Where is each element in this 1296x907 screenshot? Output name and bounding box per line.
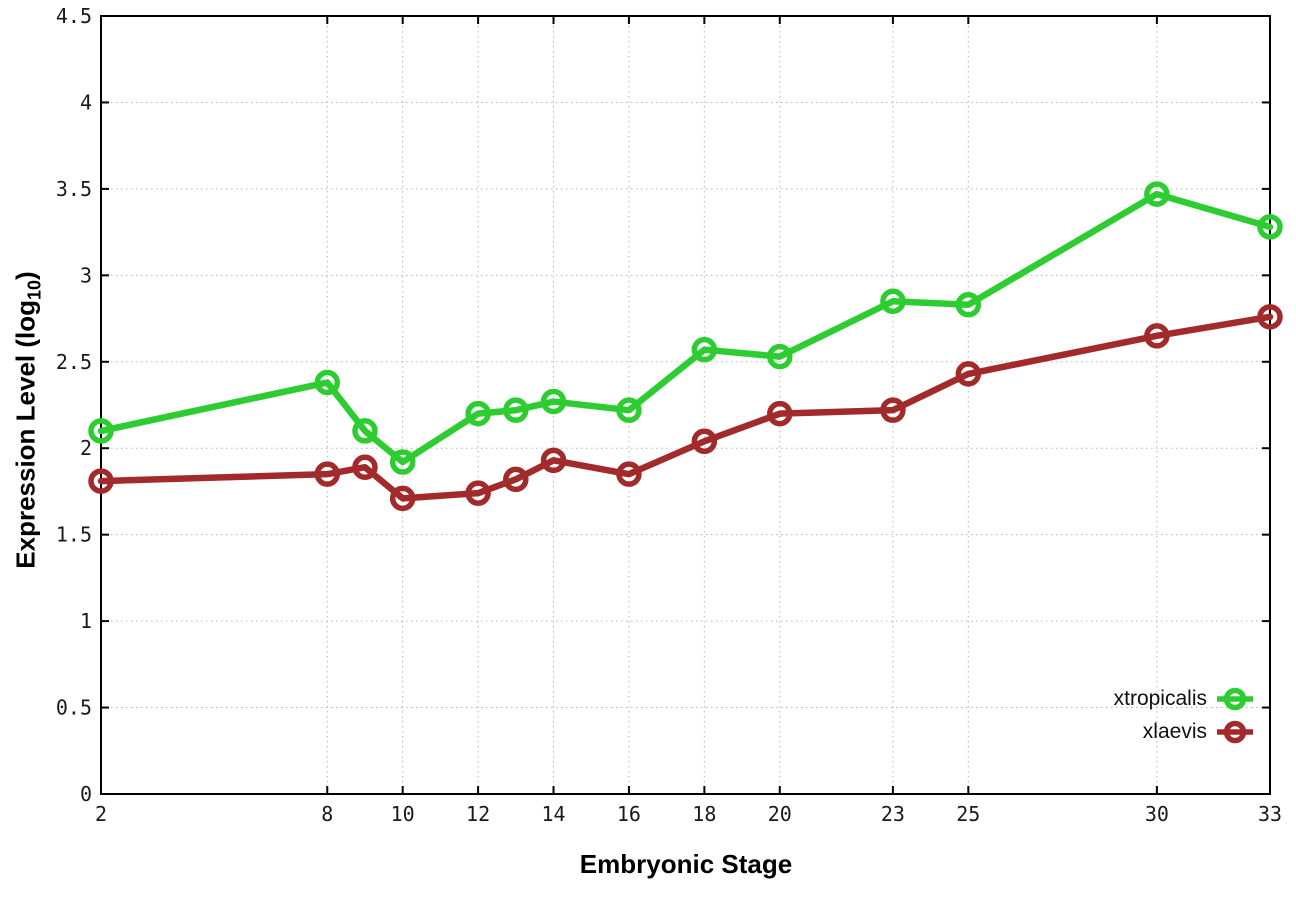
- data-point-marker: [1257, 214, 1283, 240]
- line-circle-marker-icon: [1217, 720, 1253, 744]
- legend-item-xlaevis: xlaevis: [1143, 719, 1254, 745]
- data-point-marker: [540, 447, 567, 474]
- data-point-marker: [691, 336, 718, 363]
- data-point-marker: [389, 485, 416, 512]
- data-point-marker: [88, 418, 114, 444]
- data-point-marker: [880, 397, 906, 423]
- gridlines: [100, 15, 1271, 795]
- plot-border: [100, 15, 1271, 795]
- data-point-marker: [767, 400, 793, 427]
- data-point-marker: [880, 288, 906, 315]
- svg-text:10: 10: [391, 802, 415, 826]
- x-tick-labels: 2 8 10 12 14 16 18 20 23 25 30 33: [95, 802, 1282, 826]
- svg-text:23: 23: [881, 802, 905, 826]
- data-point-marker: [389, 449, 416, 475]
- svg-text:20: 20: [768, 802, 792, 826]
- series-xlaevis: [88, 304, 1283, 512]
- svg-text:18: 18: [692, 802, 716, 826]
- data-point-marker: [465, 400, 491, 427]
- data-point-marker: [465, 480, 491, 506]
- data-point-marker: [314, 369, 341, 396]
- data-point-marker: [352, 418, 378, 444]
- svg-text:1.5: 1.5: [56, 523, 92, 547]
- y-axis-title: Expression Level (log10): [10, 271, 45, 568]
- data-point-marker: [691, 428, 718, 455]
- svg-text:12: 12: [466, 802, 490, 826]
- data-point-marker: [616, 461, 642, 487]
- data-point-marker: [955, 361, 982, 387]
- legend-label-xlaevis: xlaevis: [1142, 720, 1207, 743]
- svg-text:4.5: 4.5: [56, 4, 92, 28]
- line-circle-marker-icon: [1217, 687, 1253, 711]
- data-point-marker: [1144, 181, 1170, 207]
- data-point-marker: [88, 468, 114, 494]
- data-point-marker: [503, 466, 529, 493]
- svg-text:0: 0: [80, 782, 92, 806]
- svg-text:14: 14: [541, 802, 565, 826]
- data-point-marker: [767, 343, 793, 370]
- series-xtropicalis: [88, 181, 1283, 475]
- svg-text:30: 30: [1145, 802, 1169, 826]
- svg-text:1: 1: [80, 609, 92, 633]
- data-point-marker: [352, 454, 378, 480]
- svg-text:2.5: 2.5: [56, 350, 92, 374]
- data-point-marker: [1257, 304, 1283, 330]
- svg-text:2: 2: [95, 802, 107, 826]
- data-point-marker: [616, 397, 642, 423]
- svg-text:4: 4: [80, 90, 92, 114]
- x-axis-title: Embryonic Stage: [579, 849, 793, 879]
- y-axis-title-suffix: ): [10, 271, 41, 280]
- data-point-marker: [1144, 323, 1170, 349]
- svg-text:16: 16: [617, 802, 641, 826]
- y-tick-labels: 0 0.5 1 1.5 2 2.5 3 3.5 4 4.5: [56, 4, 92, 806]
- svg-text:8: 8: [321, 802, 333, 826]
- data-point-marker: [314, 461, 341, 487]
- data-point-marker: [503, 397, 529, 423]
- svg-text:25: 25: [956, 802, 980, 826]
- svg-text:33: 33: [1258, 802, 1282, 826]
- y-axis-title-subscript: 10: [24, 279, 45, 300]
- svg-text:2: 2: [80, 436, 92, 460]
- svg-text:3.5: 3.5: [56, 177, 92, 201]
- svg-text:0.5: 0.5: [56, 696, 92, 720]
- y-axis-title-prefix: Expression Level (log: [10, 299, 41, 569]
- legend-item-xtropicalis: xtropicalis: [1114, 686, 1254, 712]
- svg-text:3: 3: [80, 263, 92, 287]
- axis-ticks: [100, 15, 1271, 795]
- legend: xtropicalis xlaevis: [1114, 686, 1254, 745]
- legend-label-xtropicalis: xtropicalis: [1113, 687, 1207, 710]
- data-point-marker: [540, 388, 567, 415]
- data-point-marker: [955, 291, 982, 318]
